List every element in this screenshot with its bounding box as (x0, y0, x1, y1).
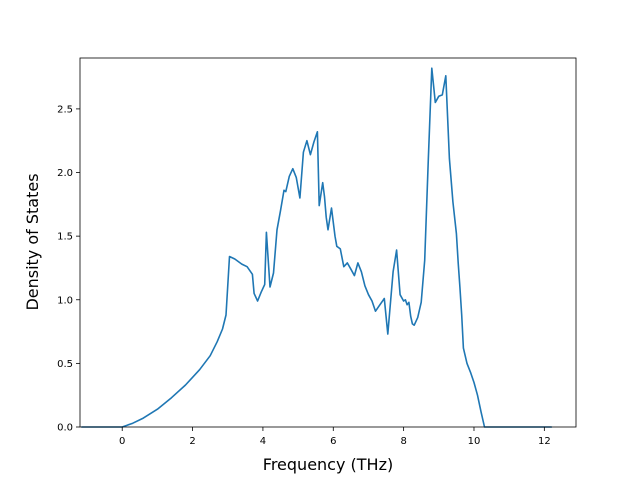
y-tick-label: 0.0 (57, 423, 73, 434)
plot-area (80, 58, 576, 427)
x-tick-label: 0 (119, 436, 125, 447)
y-tick-label: 0.5 (57, 359, 73, 370)
y-axis-label: Density of States (23, 173, 42, 310)
x-tick-label: 2 (189, 436, 195, 447)
x-tick-label: 12 (538, 436, 551, 447)
x-tick-label: 8 (400, 436, 406, 447)
y-axis: 0.0 0.5 1.0 1.5 2.0 2.5 (57, 104, 80, 434)
y-tick-label: 2.0 (57, 168, 73, 179)
y-tick-label: 1.5 (57, 232, 73, 243)
dos-line-series-0 (81, 67, 553, 428)
x-tick-label: 6 (330, 436, 336, 447)
x-axis-label: Frequency (THz) (263, 455, 393, 474)
x-tick-label: 4 (260, 436, 266, 447)
y-tick-label: 2.5 (57, 104, 73, 115)
y-tick-label: 1.0 (57, 295, 73, 306)
plot-frame (79, 57, 577, 428)
x-tick-label: 10 (468, 436, 481, 447)
x-axis: 0 2 4 6 8 10 12 (119, 427, 551, 447)
series-layer (81, 67, 553, 428)
